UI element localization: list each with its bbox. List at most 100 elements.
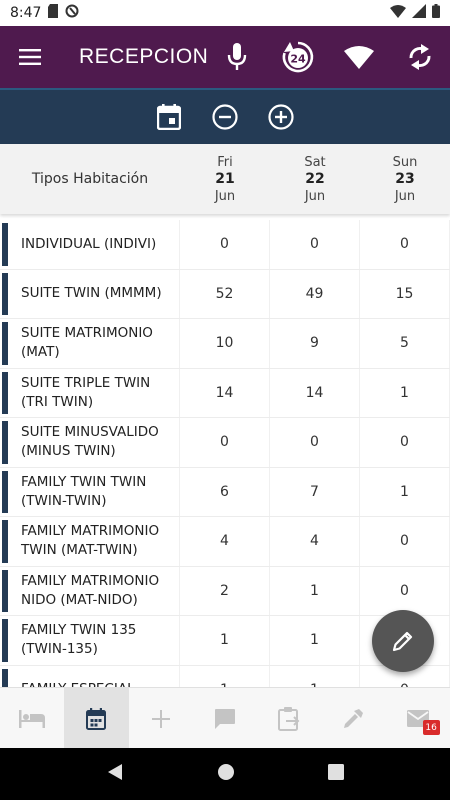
nav-tools[interactable] — [321, 688, 385, 749]
recents-square-icon — [327, 764, 344, 780]
table-row[interactable]: INDIVIDUAL (INDIVI) 0 0 0 — [0, 220, 450, 270]
wifi-button[interactable] — [328, 26, 389, 88]
availability-value[interactable]: 1 — [360, 368, 450, 417]
availability-value[interactable]: 0 — [270, 220, 360, 269]
nav-rooms[interactable] — [0, 688, 64, 749]
room-type-name: SUITE MINUSVALIDO (MINUS TWIN) — [0, 418, 180, 467]
availability-value[interactable]: 0 — [360, 517, 450, 566]
availability-value[interactable]: 1 — [360, 467, 450, 516]
availability-value[interactable]: 4 — [270, 517, 360, 566]
nav-mail[interactable]: 16 — [386, 688, 450, 749]
previous-day-button[interactable] — [208, 100, 242, 134]
availability-value[interactable]: 1 — [180, 616, 270, 665]
nav-calendar[interactable] — [64, 688, 129, 749]
availability-value[interactable]: 10 — [180, 319, 270, 368]
availability-value[interactable]: 49 — [270, 269, 360, 318]
calendar-icon — [86, 707, 107, 730]
room-type-name: FAMILY ESPECIAL — [0, 665, 180, 687]
availability-value[interactable]: 14 — [270, 368, 360, 417]
table-row[interactable]: FAMILY MATRIMONIO TWIN (MAT-TWIN) 4 4 0 — [0, 517, 450, 567]
availability-value[interactable]: 0 — [270, 418, 360, 467]
row-marker — [2, 421, 8, 464]
row-marker — [2, 619, 8, 662]
availability-value[interactable]: 6 — [180, 467, 270, 516]
history-24h-icon: 24 — [282, 41, 313, 73]
row-marker — [2, 668, 8, 687]
day-number: 23 — [395, 170, 415, 187]
system-navigation — [0, 748, 450, 800]
hamburger-icon — [19, 49, 41, 65]
app-title: RECEPCION — [79, 45, 209, 68]
menu-button[interactable] — [0, 26, 60, 88]
room-types-header: Tipos Habitación — [31, 171, 149, 187]
row-marker — [2, 223, 8, 266]
signal-icon — [412, 4, 426, 22]
availability-value[interactable]: 5 — [360, 319, 450, 368]
table-row[interactable]: FAMILY TWIN 135 (TWIN-135) 1 1 — [0, 616, 450, 666]
availability-value[interactable]: 0 — [360, 220, 450, 269]
day-header-2: Sun 23 Jun — [360, 154, 450, 205]
availability-value[interactable]: 52 — [180, 269, 270, 318]
row-marker — [2, 272, 8, 315]
room-type-name: SUITE MATRIMONIO (MAT) — [0, 319, 180, 368]
bed-icon — [19, 709, 46, 728]
svg-text:24: 24 — [290, 53, 306, 66]
table-row[interactable]: FAMILY MATRIMONIO NIDO (MAT-NIDO) 2 1 0 — [0, 566, 450, 616]
nav-add[interactable] — [129, 688, 193, 749]
room-type-name: SUITE TRIPLE TWIN (TRI TWIN) — [0, 368, 180, 417]
availability-value[interactable]: 4 — [180, 517, 270, 566]
availability-value[interactable]: 1 — [270, 566, 360, 615]
edit-fab-button[interactable] — [372, 610, 434, 672]
table-row[interactable]: SUITE TWIN (MMMM) 52 49 15 — [0, 269, 450, 319]
day-number: 22 — [305, 170, 325, 187]
day-month: Jun — [304, 188, 326, 204]
row-marker — [2, 470, 8, 513]
table-row[interactable]: SUITE MATRIMONIO (MAT) 10 9 5 — [0, 319, 450, 369]
availability-value[interactable]: 0 — [180, 220, 270, 269]
history-24h-button[interactable]: 24 — [267, 26, 328, 88]
table-row[interactable]: FAMILY TWIN TWIN (TWIN-TWIN) 6 7 1 — [0, 467, 450, 517]
table-row[interactable]: FAMILY ESPECIAL110 — [0, 665, 450, 687]
nav-transfer[interactable] — [257, 688, 321, 749]
mail-badge: 16 — [422, 720, 440, 735]
calendar-icon — [157, 104, 181, 130]
availability-value[interactable]: 2 — [180, 566, 270, 615]
next-day-button[interactable] — [264, 100, 298, 134]
availability-value[interactable]: 1 — [180, 665, 270, 687]
row-marker — [2, 322, 8, 365]
data-saver-icon — [65, 4, 79, 22]
room-type-list[interactable]: INDIVIDUAL (INDIVI) 0 0 0 SUITE TWIN (MMMM)… — [0, 220, 450, 687]
table-row[interactable]: SUITE MINUSVALIDO (MINUS TWIN) 0 0 0 — [0, 418, 450, 468]
recents-button[interactable] — [327, 764, 344, 784]
microphone-icon — [227, 43, 246, 70]
availability-value[interactable]: 15 — [360, 269, 450, 318]
sync-button[interactable] — [389, 26, 450, 88]
home-button[interactable] — [217, 763, 235, 785]
availability-value[interactable]: 1 — [270, 665, 360, 687]
calendar-button[interactable] — [152, 100, 186, 134]
bottom-navigation: 16 — [0, 687, 450, 749]
voice-button[interactable] — [206, 26, 267, 88]
day-month: Jun — [214, 188, 236, 204]
availability-value[interactable]: 0 — [360, 566, 450, 615]
clipboard-transfer-icon — [278, 706, 300, 731]
day-number: 21 — [215, 170, 235, 187]
availability-value[interactable]: 1 — [270, 616, 360, 665]
room-type-name: SUITE TWIN (MMMM) — [0, 269, 180, 318]
day-month: Jun — [394, 188, 416, 204]
sync-icon — [409, 44, 430, 70]
back-button[interactable] — [106, 763, 124, 785]
table-row[interactable]: SUITE TRIPLE TWIN (TRI TWIN) 14 14 1 — [0, 368, 450, 418]
nav-messages[interactable] — [193, 688, 257, 749]
room-type-name: FAMILY TWIN 135 (TWIN-135) — [0, 616, 180, 665]
battery-icon — [432, 4, 440, 22]
room-type-name: FAMILY MATRIMONIO NIDO (MAT-NIDO) — [0, 566, 180, 615]
availability-value[interactable]: 0 — [360, 418, 450, 467]
availability-value[interactable]: 9 — [270, 319, 360, 368]
status-time: 8:47 — [10, 5, 42, 21]
availability-value[interactable]: 7 — [270, 467, 360, 516]
date-toolbar — [0, 88, 450, 144]
availability-value[interactable]: 14 — [180, 368, 270, 417]
status-bar: 8:47 — [0, 0, 450, 26]
availability-value[interactable]: 0 — [180, 418, 270, 467]
